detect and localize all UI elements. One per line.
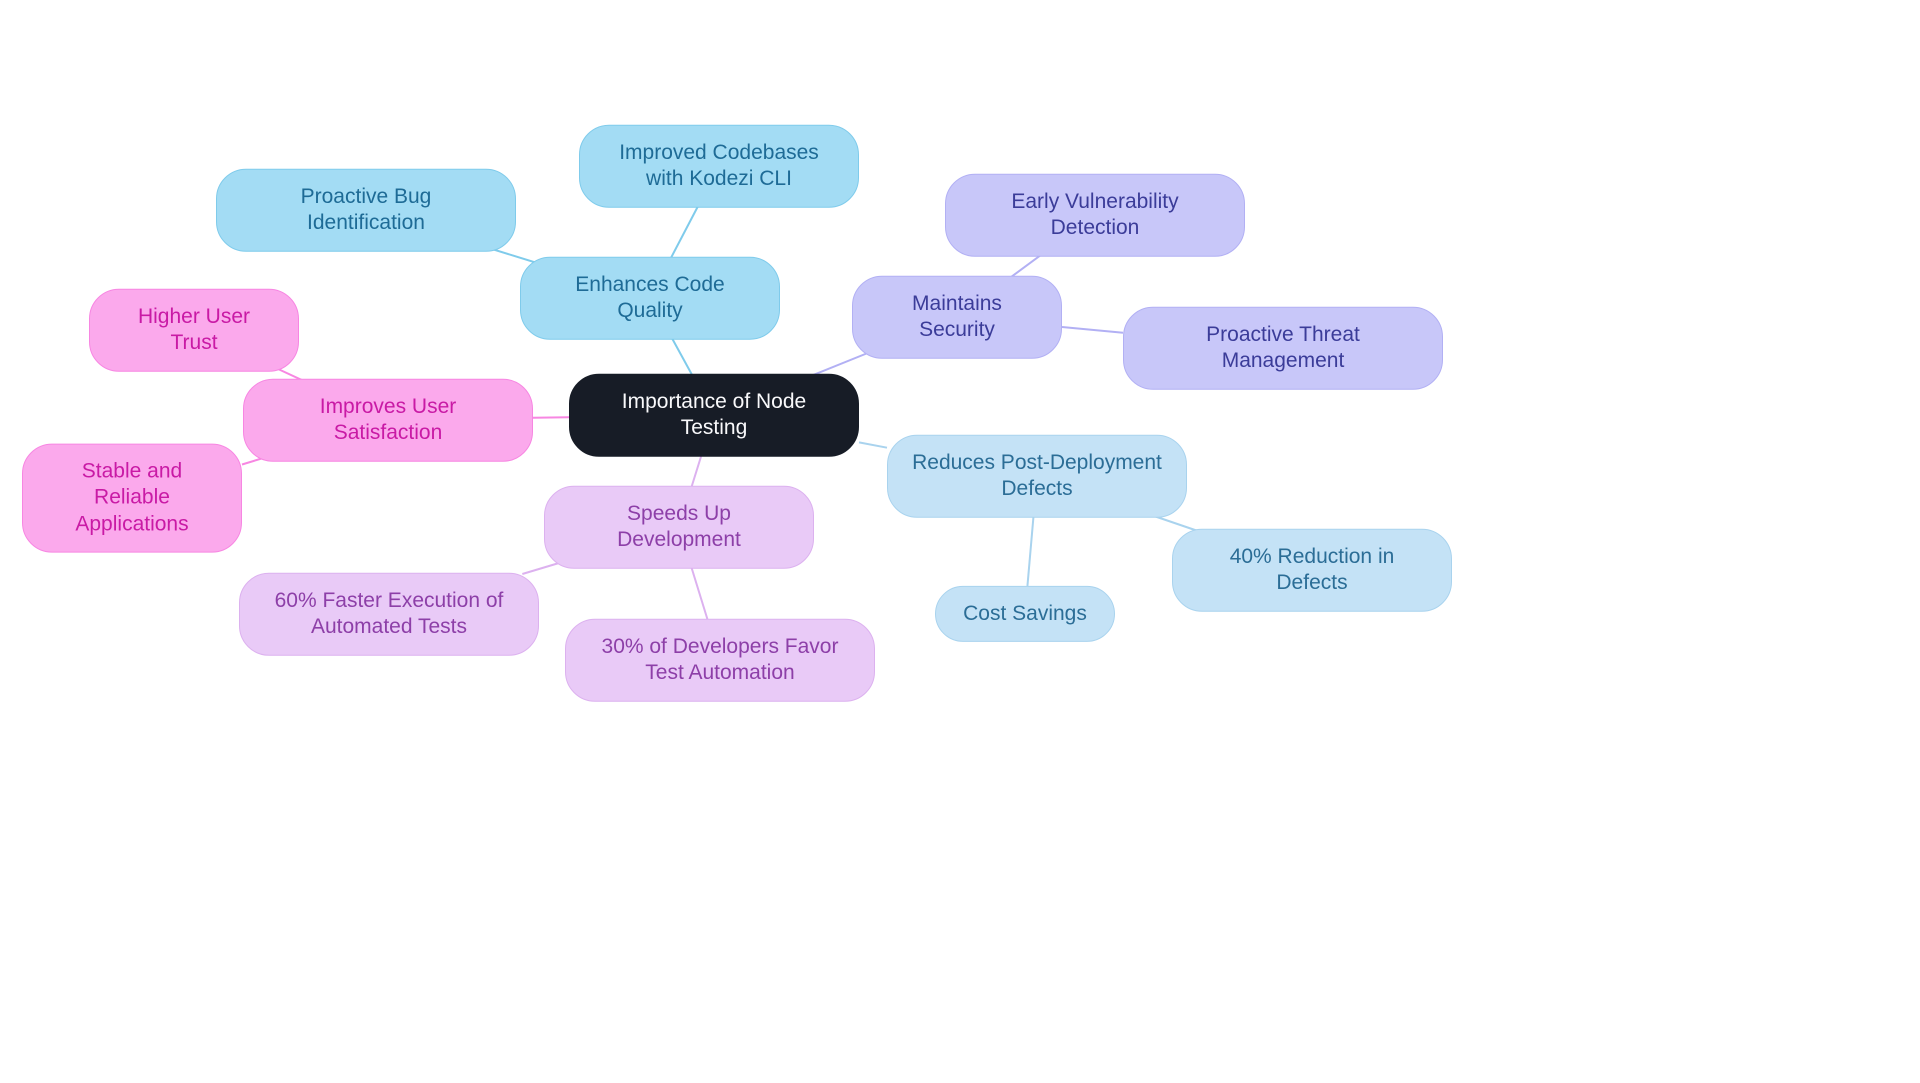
node-label: Stable and Reliable Applications <box>47 459 217 538</box>
node-label: Improves User Satisfaction <box>268 394 508 447</box>
node-threat: Proactive Threat Management <box>1123 307 1443 390</box>
node-label: Speeds Up Development <box>569 501 789 554</box>
node-vuln: Early Vulnerability Detection <box>945 174 1245 257</box>
node-cost: Cost Savings <box>935 586 1115 642</box>
node-thirtydev: 30% of Developers Favor Test Automation <box>565 619 875 702</box>
node-label: Cost Savings <box>963 601 1087 627</box>
node-label: Higher User Trust <box>114 304 274 357</box>
node-label: Maintains Security <box>877 291 1037 344</box>
node-kodezi: Improved Codebases with Kodezi CLI <box>579 125 859 208</box>
node-speed: Speeds Up Development <box>544 486 814 569</box>
node-label: Importance of Node Testing <box>594 389 834 442</box>
node-stable: Stable and Reliable Applications <box>22 444 242 553</box>
node-defects: Reduces Post-Deployment Defects <box>887 435 1187 518</box>
node-satisfaction: Improves User Satisfaction <box>243 379 533 462</box>
node-label: 40% Reduction in Defects <box>1197 544 1427 597</box>
node-fortypct: 40% Reduction in Defects <box>1172 529 1452 612</box>
node-label: Improved Codebases with Kodezi CLI <box>604 140 834 193</box>
edge <box>1062 327 1123 333</box>
node-sixtyfaster: 60% Faster Execution of Automated Tests <box>239 573 539 656</box>
node-label: 60% Faster Execution of Automated Tests <box>264 588 514 641</box>
node-label: Proactive Bug Identification <box>241 184 491 237</box>
node-root: Importance of Node Testing <box>569 374 859 457</box>
edge <box>1027 515 1033 586</box>
node-label: Proactive Threat Management <box>1148 322 1418 375</box>
node-label: 30% of Developers Favor Test Automation <box>590 634 850 687</box>
node-label: Reduces Post-Deployment Defects <box>912 450 1162 503</box>
node-bugid: Proactive Bug Identification <box>216 169 516 252</box>
edge <box>859 442 887 447</box>
node-quality: Enhances Code Quality <box>520 257 780 340</box>
node-security: Maintains Security <box>852 276 1062 359</box>
edge <box>533 417 569 418</box>
node-label: Enhances Code Quality <box>545 272 755 325</box>
node-trust: Higher User Trust <box>89 289 299 372</box>
node-label: Early Vulnerability Detection <box>970 189 1220 242</box>
edge-layer <box>0 0 1920 1083</box>
